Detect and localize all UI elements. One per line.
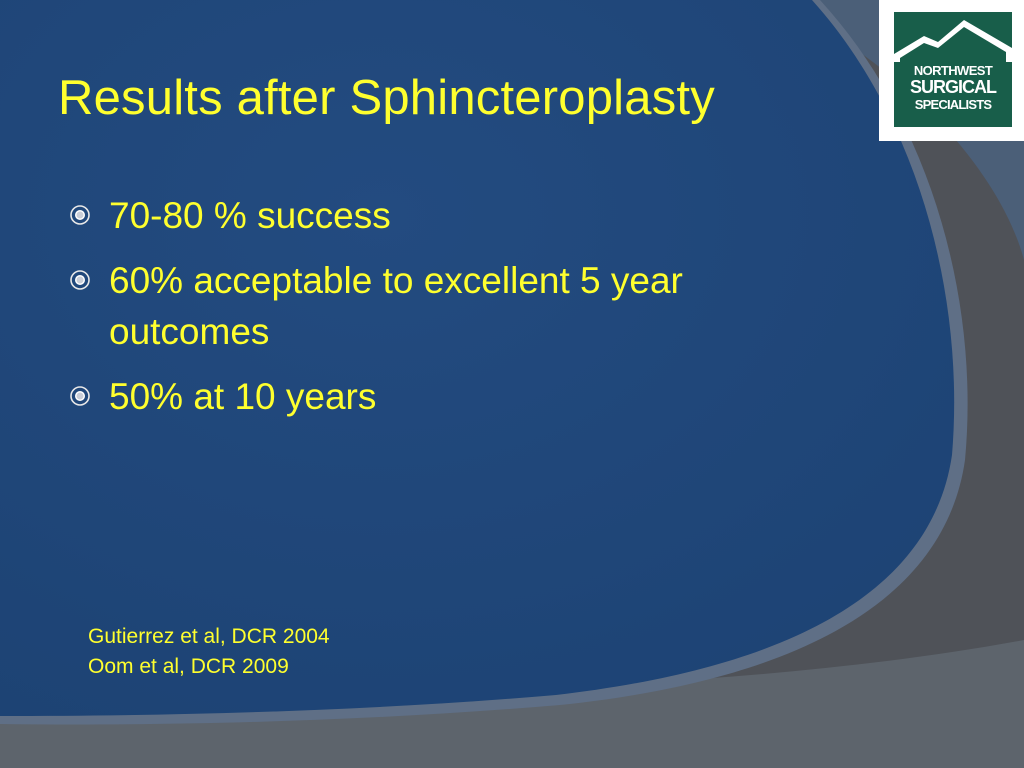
bullet-item: 50% at 10 years [68,371,788,422]
logo-mark: NORTHWEST SURGICAL SPECIALISTS [894,12,1012,127]
bullet-item: 70-80 % success [68,190,788,241]
bullet-text: 50% at 10 years [109,376,377,417]
reference-line: Gutierrez et al, DCR 2004 [88,625,330,648]
circled-dot-icon [70,205,90,225]
bullet-text: 60% acceptable to excellent 5 year outco… [109,260,683,352]
circled-dot-icon [70,386,90,406]
bullet-list: 70-80 % success 60% acceptable to excell… [68,190,788,436]
bullet-item: 60% acceptable to excellent 5 year outco… [68,255,788,357]
logo-text-line1: NORTHWEST [913,63,993,78]
references: Gutierrez et al, DCR 2004 Oom et al, DCR… [88,622,330,682]
logo-text-line3: SPECIALISTS [914,97,992,112]
slide-title: Results after Sphincteroplasty [58,71,715,125]
company-logo: NORTHWEST SURGICAL SPECIALISTS [879,0,1024,141]
circled-dot-icon [70,270,90,290]
reference-line: Oom et al, DCR 2009 [88,655,289,678]
mountain-logo-icon [894,20,1012,62]
bullet-text: 70-80 % success [109,195,391,236]
logo-text-line2: SURGICAL [910,77,997,97]
